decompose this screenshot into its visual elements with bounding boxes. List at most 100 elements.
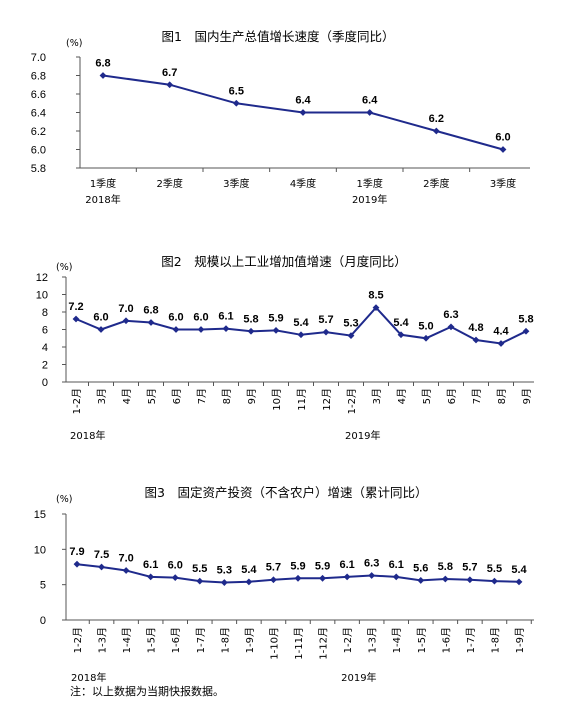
- chart3-data-label: 5.4: [511, 564, 527, 576]
- chart1-data-point: [166, 81, 174, 89]
- chart3-data-point: [147, 573, 155, 581]
- chart3-data-point: [491, 577, 498, 585]
- chart2-x-tick-label: 12月: [321, 388, 333, 411]
- chart3-data-label: 6.1: [143, 559, 158, 571]
- chart1-x-tick-label: 3季度: [490, 177, 516, 190]
- chart1-data-point: [99, 72, 107, 79]
- chart1-x-tick-label: 1季度: [356, 177, 382, 190]
- chart2-y-tick-label: 12: [36, 272, 48, 284]
- chart3-x-tick-label: 1-8月: [489, 627, 501, 653]
- chart2-x-tick-label: 4月: [396, 388, 408, 404]
- chart3-x-tick-label: 1-2月: [342, 627, 354, 653]
- chart2-year-label: 2019年: [345, 429, 380, 442]
- chart1-x-tick-label: 3季度: [223, 177, 249, 190]
- chart2-x-tick-label: 11月: [296, 388, 308, 411]
- chart3-data-point: [392, 573, 400, 581]
- chart2-year-label: 2018年: [70, 429, 105, 442]
- chart3-data-label: 6.0: [168, 560, 183, 572]
- chart2-y-tick-label: 6: [42, 325, 48, 337]
- chart3-x-tick-label: 1-7月: [195, 627, 207, 653]
- chart3-x-tick-label: 1-3月: [97, 627, 109, 653]
- chart2-data-point: [472, 336, 480, 344]
- chart3-x-tick-label: 1-4月: [121, 627, 133, 653]
- chart2-data-label: 5.4: [393, 317, 409, 329]
- chart1-data-label: 6.4: [295, 95, 311, 107]
- chart3-data-point: [171, 574, 179, 581]
- chart2-data-point: [172, 326, 180, 333]
- chart2-data-point: [497, 340, 505, 347]
- chart2-y-tick-label: 4: [42, 342, 48, 354]
- chart2-x-tick-label: 8月: [496, 388, 508, 404]
- chart3-title: 图3 固定资产投资（不含农户）增速（累计同比）: [145, 485, 428, 500]
- chart2-x-tick-label: 10月: [271, 388, 283, 411]
- chart2-data-point: [522, 327, 530, 335]
- chart3-year-label: 2019年: [341, 671, 376, 684]
- chart3-y-tick-label: 15: [34, 509, 46, 521]
- chart2-data-point: [422, 334, 430, 342]
- chart2-data-label: 6.0: [93, 312, 108, 324]
- chart2-data-point: [97, 326, 105, 333]
- chart1-data-label: 6.0: [495, 132, 510, 144]
- chart2-x-tick-label: 6月: [171, 388, 183, 404]
- chart1-y-tick-label: 6.0: [31, 145, 46, 157]
- chart3-data-point: [122, 567, 130, 574]
- chart3-x-tick-label: 1-8月: [219, 627, 231, 653]
- chart1-title: 图1 国内生产总值增长速度（季度同比）: [162, 29, 395, 44]
- chart2-data-label: 6.0: [193, 312, 208, 324]
- chart1-data-label: 6.2: [429, 113, 444, 125]
- chart2-data-label: 6.1: [218, 311, 233, 323]
- chart1-y-tick-label: 7.0: [31, 52, 46, 64]
- chart3-data-point: [294, 574, 302, 582]
- chart3-data-point: [466, 576, 474, 584]
- chart2-x-tick-label: 4月: [121, 388, 133, 404]
- chart3-x-tick-label: 1-7月: [465, 627, 477, 653]
- chart2-data-label: 5.0: [418, 320, 433, 332]
- chart1-data-label: 6.8: [95, 58, 110, 70]
- chart2-data-point: [447, 323, 455, 331]
- chart3-data-point: [368, 572, 376, 579]
- chart3-data-point: [270, 576, 277, 584]
- chart2-x-tick-label: 7月: [196, 388, 208, 404]
- chart3-y-tick-label: 5: [40, 580, 46, 592]
- chart3-x-tick-label: 1-3月: [367, 627, 379, 653]
- chart1-data-point: [366, 109, 374, 116]
- chart2-data-label: 5.8: [518, 313, 533, 325]
- chart1-x-tick-label: 1季度: [90, 177, 116, 190]
- chart2-data-label: 5.4: [293, 317, 309, 329]
- chart3-data-label: 6.1: [389, 559, 404, 571]
- chart1-x-tick-label: 2季度: [423, 177, 449, 190]
- chart2-y-tick-label: 8: [42, 307, 48, 319]
- chart2-x-tick-label: 3月: [371, 388, 383, 404]
- chart3-data-point: [196, 577, 204, 585]
- chart3-x-tick-label: 1-6月: [170, 627, 182, 653]
- chart3-x-tick-label: 1-5月: [146, 627, 158, 653]
- chart2-data-label: 5.7: [318, 314, 333, 326]
- chart2-data-label: 6.3: [443, 309, 458, 321]
- chart2-data-label: 5.8: [243, 313, 258, 325]
- chart2-data-label: 4.8: [468, 322, 483, 334]
- chart2-data-point: [397, 331, 405, 339]
- chart2-data-label: 5.9: [268, 312, 283, 324]
- chart2-title: 图2 规模以上工业增加值增速（月度同比）: [161, 254, 406, 269]
- chart2-x-tick-label: 8月: [221, 388, 233, 404]
- chart3-data-label: 5.3: [217, 565, 232, 577]
- chart1-year-label: 2019年: [352, 193, 387, 206]
- chart2-data-label: 6.8: [143, 305, 158, 317]
- chart3-y-tick-label: 10: [34, 544, 46, 556]
- chart2-data-point: [272, 326, 280, 334]
- chart1-y-tick-label: 6.2: [31, 126, 46, 138]
- chart3-x-tick-label: 1-9月: [514, 627, 526, 653]
- chart1-unit: (%): [66, 38, 82, 49]
- chart2-x-tick-label: 1-2月: [346, 388, 358, 414]
- chart3-data-label: 5.8: [438, 561, 453, 573]
- chart1-data-point: [232, 99, 240, 107]
- chart2-x-tick-label: 5月: [421, 388, 433, 404]
- chart2-data-label: 4.4: [493, 326, 509, 338]
- chart3-data-point: [319, 574, 326, 582]
- footnote: 注：以上数据为当期快报数据。: [70, 685, 224, 698]
- chart2-data-label: 7.2: [68, 301, 83, 313]
- chart1-y-tick-label: 5.8: [31, 163, 46, 175]
- chart3-x-tick-label: 1-11月: [293, 627, 305, 660]
- chart2-x-tick-label: 3月: [96, 388, 108, 404]
